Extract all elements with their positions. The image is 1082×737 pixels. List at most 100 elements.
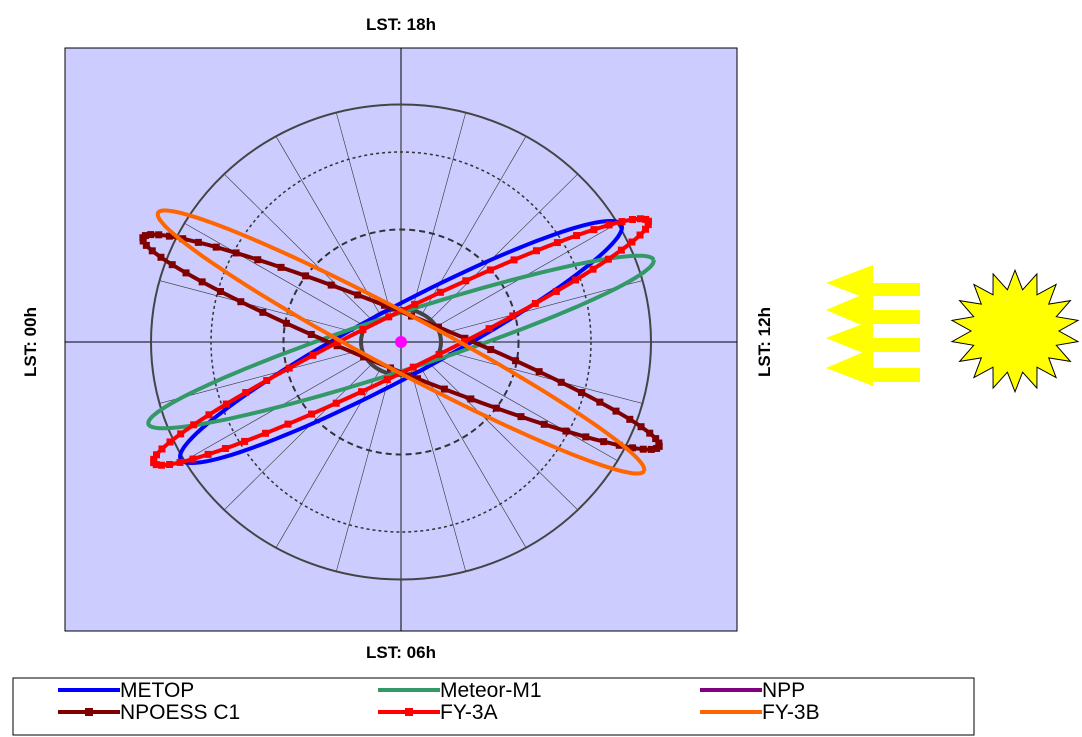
orbit-marker: [590, 226, 598, 234]
orbit-marker: [435, 350, 443, 358]
orbit-marker: [259, 308, 267, 316]
orbit-marker: [626, 415, 634, 423]
orbit-marker: [190, 421, 198, 429]
orbit-marker: [168, 261, 176, 269]
orbit-marker: [221, 444, 229, 452]
grid-spoke: [439, 349, 643, 404]
orbit-marker: [440, 385, 448, 393]
orbit-marker: [487, 346, 495, 354]
orbit-marker: [572, 276, 580, 284]
orbit-marker: [492, 404, 500, 412]
orbit-marker: [282, 319, 290, 327]
orbit-marker: [646, 429, 654, 437]
orbit-marker: [155, 231, 163, 239]
sunlight-arrow-icon: [826, 348, 920, 386]
legend: METOP Meteor-M1 NPP NPOESS C1 FY-3A FY-3B: [58, 679, 820, 724]
orbit-marker: [605, 221, 613, 229]
orbit-marker: [604, 255, 612, 263]
legend-label-metop: METOP: [120, 679, 194, 702]
legend-box: [12, 677, 975, 736]
grid-spoke: [336, 370, 391, 572]
legend-marker-npoess-c1: [85, 708, 93, 716]
orbit-marker: [411, 300, 419, 308]
label-lst-18h: LST: 18h: [366, 15, 436, 34]
legend-label-npp: NPP: [762, 679, 805, 702]
orbit-marker: [182, 269, 190, 277]
orbit-marker: [409, 363, 417, 371]
orbit-marker: [460, 338, 468, 346]
orbit-fy-3b: [155, 208, 647, 476]
orbit-marker: [198, 278, 206, 286]
orbit-marker: [212, 243, 220, 251]
sunlight-arrow-icon: [826, 290, 920, 330]
sunlight-arrows: [826, 265, 920, 386]
grid-ring-dashed: [210, 151, 592, 533]
orbit-marker: [242, 389, 250, 397]
orbit-marker: [327, 281, 335, 289]
orbit-marker: [557, 378, 565, 386]
orbit-marker: [263, 377, 271, 385]
grid-spoke: [159, 349, 363, 404]
orbit-marker: [517, 413, 525, 421]
orbits: [139, 208, 663, 476]
orbit-marker: [434, 323, 442, 331]
orbit-marker: [510, 256, 518, 264]
orbit-marker: [277, 263, 285, 271]
orbit-marker: [596, 398, 604, 406]
orbit-marker: [166, 461, 174, 469]
orbit-marker: [637, 423, 645, 431]
grid-spoke: [420, 367, 527, 548]
orbit-marker: [641, 225, 649, 233]
orbit-marker: [612, 407, 620, 415]
orbit-marker: [380, 301, 388, 309]
label-lst-06h: LST: 06h: [366, 643, 436, 662]
orbit-marker: [553, 239, 561, 247]
orbit-marker: [262, 429, 270, 437]
orbit-marker: [552, 287, 560, 295]
orbit-marker: [618, 218, 626, 226]
orbit-marker: [628, 238, 636, 246]
orbit-marker: [150, 455, 158, 463]
legend-marker-fy-3a: [405, 708, 413, 716]
label-lst-00h: LST: 00h: [21, 307, 40, 377]
sun-icon: [950, 268, 1080, 394]
orbit-marker: [158, 445, 166, 453]
orbit-marker: [147, 231, 155, 239]
orbit-marker: [237, 298, 245, 306]
orbit-marker: [647, 445, 655, 453]
grid-spoke: [435, 356, 618, 462]
orbit-marker: [436, 288, 444, 296]
orbit-marker: [241, 437, 249, 445]
orbit-marker: [194, 238, 202, 246]
orbit-marker: [334, 338, 342, 346]
grid-spoke: [411, 112, 466, 314]
grid-spoke: [411, 370, 466, 572]
orbit-marker: [153, 451, 161, 459]
orbit-marker: [189, 455, 197, 463]
orbit-marker: [308, 410, 316, 418]
grid-spoke: [224, 173, 373, 322]
orbit-marker: [531, 299, 539, 307]
grid-spoke: [159, 280, 363, 335]
orbit-marker: [578, 388, 586, 396]
orbit-marker: [165, 232, 173, 240]
legend-label-fy-3b: FY-3B: [762, 701, 820, 724]
orbit-marker: [142, 241, 150, 249]
orbit-meteor-m1: [146, 253, 656, 431]
sunlight-arrow-icon: [826, 320, 920, 357]
orbit-marker: [540, 420, 548, 428]
orbit-marker: [354, 291, 362, 299]
orbit-marker: [204, 450, 212, 458]
orbit-marker: [636, 231, 644, 239]
center-marker: [395, 336, 407, 348]
orbit-marker: [383, 376, 391, 384]
orbit-marker: [639, 445, 647, 453]
legend-label-meteor-m1: Meteor-M1: [440, 679, 542, 702]
orbit-marker: [205, 411, 213, 419]
orbit-marker: [589, 265, 597, 273]
orbit-marker: [177, 430, 185, 438]
orbit-marker: [636, 215, 644, 223]
orbit-marker: [573, 232, 581, 240]
orbit-marker: [532, 247, 540, 255]
orbit-marker: [652, 435, 660, 443]
